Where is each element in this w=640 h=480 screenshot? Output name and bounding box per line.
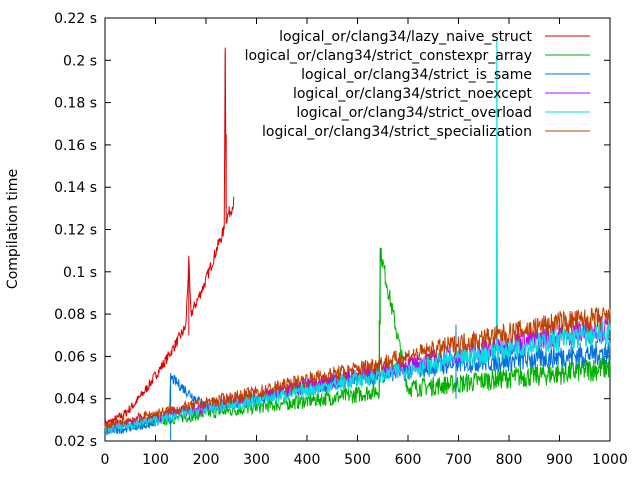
legend-label: logical_or/clang34/strict_noexcept (293, 86, 533, 102)
y-tick-label: 0.08 s (54, 307, 97, 323)
y-tick-label: 0.16 s (54, 138, 97, 154)
x-tick-label: 400 (294, 452, 321, 468)
series-line-0 (104, 51, 235, 429)
series-line-4 (104, 38, 611, 435)
y-tick-label: 0.14 s (54, 180, 97, 196)
legend-label: logical_or/clang34/strict_specialization (262, 124, 532, 140)
y-axis: 0.02 s 0.04 s 0.06 s 0.08 s 0.1 s 0.12 s 0.14 … (54, 11, 610, 450)
y-tick-label: 0.22 s (54, 11, 97, 27)
legend-label: logical_or/clang34/strict_constexpr_arra… (245, 48, 532, 64)
series-line-5 (104, 306, 611, 430)
x-tick-label: 1000 (592, 452, 628, 468)
x-tick-label: 100 (142, 452, 169, 468)
x-tick-label: 300 (243, 452, 270, 468)
x-tick-label: 600 (395, 452, 422, 468)
y-tick-label: 0.2 s (63, 53, 97, 69)
x-tick-label: 500 (344, 452, 371, 468)
legend: logical_or/clang34/lazy_naive_structlogi… (245, 29, 590, 140)
y-tick-label: 0.06 s (54, 349, 97, 365)
y-axis-title: Compilation time (5, 169, 21, 289)
x-tick-label: 700 (445, 452, 472, 468)
y-tick-label: 0.04 s (54, 392, 97, 408)
x-tick-label: 800 (496, 452, 523, 468)
series-line-1 (105, 247, 611, 433)
y-tick-label: 0.12 s (54, 223, 97, 239)
series-line-2 (104, 340, 611, 436)
y-tick-label: 0.02 s (54, 434, 97, 450)
legend-label: logical_or/clang34/lazy_naive_struct (279, 29, 532, 45)
x-tick-label: 900 (546, 452, 573, 468)
legend-label: logical_or/clang34/strict_overload (296, 105, 532, 121)
x-tick-label: 0 (101, 452, 110, 468)
y-tick-label: 0.1 s (63, 265, 97, 281)
x-axis: 0 100 200 300 400 500 600 700 800 900 1000 (101, 18, 628, 468)
series-layer (104, 38, 611, 441)
legend-label: logical_or/clang34/strict_is_same (301, 67, 532, 83)
y-tick-label: 0.18 s (54, 96, 97, 112)
x-tick-label: 200 (193, 452, 220, 468)
